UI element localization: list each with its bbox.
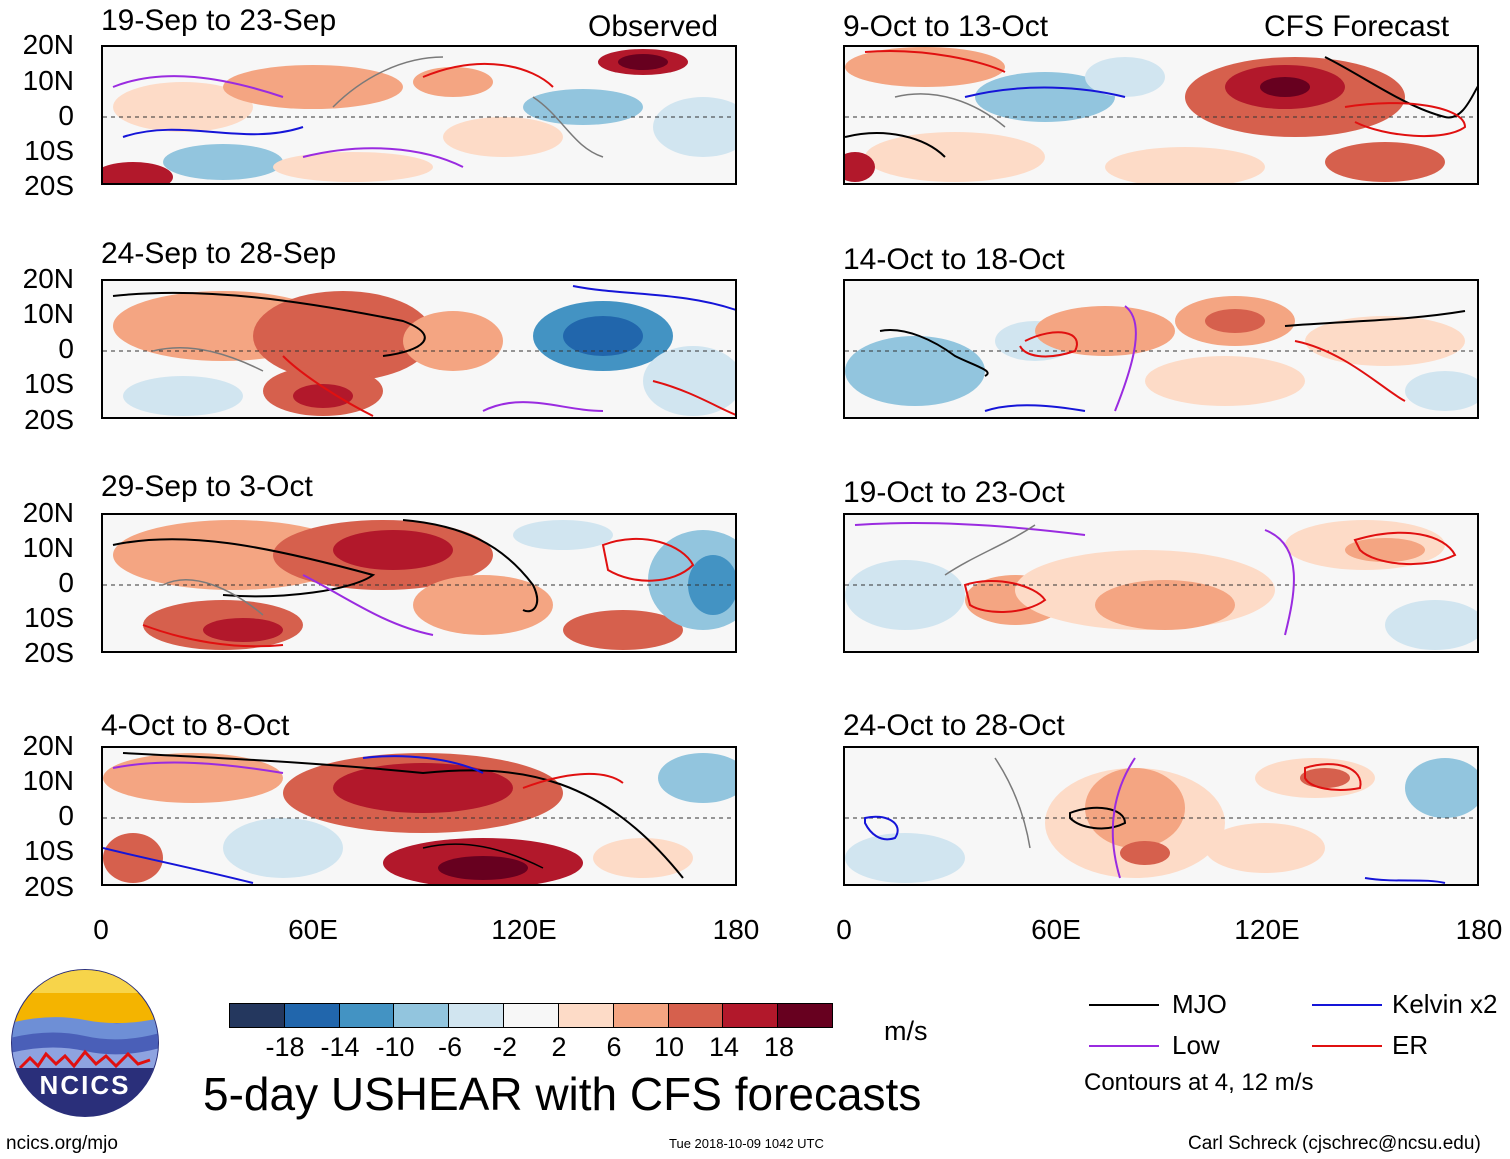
y-tick: 0 (58, 800, 74, 831)
legend-line-kelvin (1312, 1004, 1382, 1006)
x-tick: 60E (288, 914, 338, 945)
y-tick: 10N (22, 532, 74, 563)
x-tick: 180 (712, 914, 760, 945)
colorbar-label: 14 (708, 1032, 740, 1062)
panel-title: 19-Sep to 23-Sep (101, 4, 337, 37)
y-tick: 10N (22, 298, 74, 329)
x-tick: 120E (491, 914, 557, 945)
colorbar-swatch (777, 1004, 832, 1027)
panel-title: 9-Oct to 13-Oct (843, 10, 1049, 43)
y-tick: 0 (58, 567, 74, 598)
y-tick: 20N (22, 730, 74, 761)
legend-label-low: Low (1172, 1030, 1220, 1060)
x-tick: 180 (1455, 914, 1503, 945)
footer-author: Carl Schreck (cjschrec@ncsu.edu) (1188, 1133, 1481, 1154)
panel-title: 24-Oct to 28-Oct (843, 709, 1065, 742)
colorbar-label: 18 (763, 1032, 795, 1062)
y-tick: 10N (22, 65, 74, 96)
legend-line-low (1089, 1045, 1159, 1047)
colorbar-swatch (722, 1004, 778, 1027)
panel-title: 19-Oct to 23-Oct (843, 476, 1065, 509)
y-tick: 10S (24, 602, 74, 633)
colorbar-swatch (667, 1004, 723, 1027)
ncics-logo: NCICS (10, 968, 160, 1118)
y-tick: 20S (24, 871, 74, 902)
colorbar-swatch (503, 1004, 558, 1027)
map-panel (101, 746, 737, 886)
map-panel (101, 279, 737, 419)
colorbar-label: -18 (265, 1032, 305, 1062)
y-tick: 20N (22, 497, 74, 528)
x-tick: 60E (1031, 914, 1081, 945)
y-tick: 20S (24, 170, 74, 201)
map-panel (843, 746, 1479, 886)
panel-title: 29-Sep to 3-Oct (101, 470, 313, 503)
colorbar-label: -10 (375, 1032, 415, 1062)
y-tick: 0 (58, 100, 74, 131)
legend-label-er: ER (1392, 1030, 1429, 1060)
y-tick: 10S (24, 368, 74, 399)
colorbar-swatch (557, 1004, 613, 1027)
colorbar-label: -2 (492, 1032, 517, 1062)
x-tick: 0 (836, 914, 852, 945)
x-tick: 120E (1234, 914, 1300, 945)
colorbar-swatch (283, 1004, 339, 1027)
legend-label-mjo: MJO (1172, 989, 1227, 1019)
colorbar (229, 1003, 833, 1028)
map-panel (843, 513, 1479, 653)
legend-line-mjo (1089, 1004, 1159, 1006)
colorbar-swatch (612, 1004, 668, 1027)
map-panel (101, 513, 737, 653)
legend-line-er (1312, 1045, 1382, 1047)
logo-text: NCICS (39, 1070, 131, 1100)
colorbar-swatch (393, 1004, 449, 1027)
y-tick: 0 (58, 333, 74, 364)
y-tick: 20S (24, 404, 74, 435)
colorbar-label: -14 (320, 1032, 360, 1062)
colorbar-swatch (338, 1004, 394, 1027)
observed-label: Observed (588, 10, 719, 43)
footer-timestamp: Tue 2018-10-09 1042 UTC (669, 1136, 824, 1151)
colorbar-label: 10 (653, 1032, 685, 1062)
main-title: 5-day USHEAR with CFS forecasts (203, 1068, 922, 1120)
colorbar-swatch (448, 1004, 504, 1027)
x-tick: 0 (93, 914, 109, 945)
y-tick: 10S (24, 135, 74, 166)
y-tick: 20N (22, 29, 74, 60)
contour-note: Contours at 4, 12 m/s (1084, 1069, 1314, 1096)
footer-url[interactable]: ncics.org/mjo (6, 1133, 118, 1154)
map-panel (843, 279, 1479, 419)
colorbar-swatch (230, 1004, 284, 1027)
y-tick: 20N (22, 263, 74, 294)
colorbar-units: m/s (884, 1016, 928, 1046)
panel-title: 14-Oct to 18-Oct (843, 243, 1065, 276)
map-panel (101, 45, 737, 185)
y-tick: 20S (24, 637, 74, 668)
colorbar-label: 2 (551, 1032, 567, 1062)
cfs-forecast-label: CFS Forecast (1264, 10, 1450, 43)
map-panel (843, 45, 1479, 185)
colorbar-label: 6 (606, 1032, 622, 1062)
panel-title: 4-Oct to 8-Oct (101, 709, 290, 742)
legend-label-kelvin: Kelvin x2 (1392, 989, 1498, 1019)
panel-title: 24-Sep to 28-Sep (101, 237, 337, 270)
y-tick: 10S (24, 835, 74, 866)
colorbar-label: -6 (437, 1032, 462, 1062)
y-tick: 10N (22, 765, 74, 796)
